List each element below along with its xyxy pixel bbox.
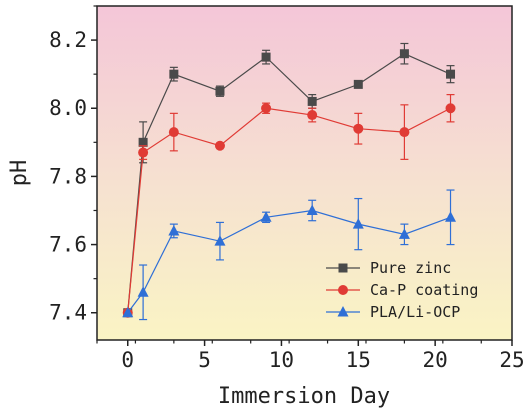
data-point [399,49,409,59]
data-point [261,103,272,114]
series-layer [122,42,457,321]
legend-marker [338,263,348,273]
data-point [214,235,226,246]
data-point [398,228,410,239]
data-point [307,96,317,106]
data-point [169,69,179,79]
x-tick-label: 10 [269,348,294,372]
data-point [137,286,149,297]
data-point [122,306,134,318]
x-tick-label: 20 [422,348,447,372]
legend-label: PLA/Li-OCP [370,303,460,321]
data-point [168,127,179,138]
legend-marker [337,306,349,317]
y-axis-title: pH [7,160,32,187]
legend: Pure zinc Ca-P coating PLA/Li-OCP [326,259,478,321]
data-point [168,224,180,236]
y-axis: 7.4 7.6 7.8 8.0 8.2 [49,5,97,325]
y-tick-label: 7.8 [49,164,87,188]
y-tick-label: 7.6 [49,233,87,257]
y-tick-label: 8.0 [49,96,87,120]
data-point [445,103,456,114]
data-point [261,52,271,62]
data-point [215,86,225,96]
data-point [353,79,363,89]
legend-label: Ca-P coating [370,281,478,299]
data-point [307,110,318,121]
legend-marker [338,285,348,295]
plot-frame [96,5,513,341]
data-point [399,127,410,138]
y-tick-label: 7.4 [49,301,87,325]
y-tick-label: 8.2 [49,28,87,52]
x-tick-label: 15 [346,348,371,372]
data-point [214,140,225,151]
plot-background [97,6,512,340]
legend-label: Pure zinc [370,259,451,277]
x-tick-label: 25 [499,348,524,372]
series-pla-li-ocp [122,189,457,321]
series-ca-p-coating [122,94,456,318]
x-tick-label: 0 [121,348,134,372]
data-point [353,123,364,134]
data-point [138,147,149,158]
x-axis: 0 5 10 15 20 25 [96,340,525,372]
data-point [138,137,148,147]
data-point [352,218,364,229]
data-point [445,211,457,222]
data-point [260,211,272,222]
data-point [446,69,456,79]
x-tick-label: 5 [198,348,211,372]
x-axis-title: Immersion Day [218,384,390,409]
data-point [306,204,318,215]
